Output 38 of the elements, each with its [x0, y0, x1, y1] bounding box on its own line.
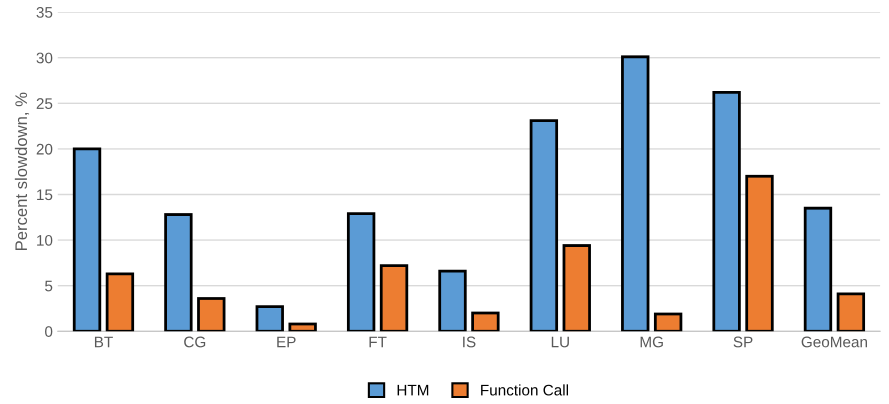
bar — [621, 55, 650, 332]
x-tick-label: CG — [184, 336, 206, 348]
x-tick-label: LU — [552, 336, 569, 348]
bar — [745, 174, 774, 332]
x-tick-label: SP — [734, 336, 752, 348]
bar — [380, 264, 408, 332]
bar — [256, 305, 284, 332]
y-tick-label: 0 — [45, 326, 52, 337]
x-tick-label: BT — [94, 336, 113, 348]
bar — [197, 297, 226, 332]
y-tick-label: 35 — [36, 6, 52, 18]
bar — [288, 322, 317, 332]
y-tick-label: 5 — [45, 280, 52, 292]
x-tick-label: GeoMean — [802, 336, 867, 348]
bar — [164, 213, 193, 332]
bar — [471, 312, 500, 332]
y-tick-label: 30 — [36, 52, 52, 64]
y-tick-label: 25 — [36, 98, 52, 109]
legend-label: Function Call — [481, 384, 568, 396]
x-tick-label: MG — [640, 336, 663, 348]
bar — [438, 270, 467, 332]
y-tick-label: 10 — [37, 234, 52, 246]
bar — [106, 272, 134, 332]
bar — [562, 244, 591, 332]
bar — [654, 312, 682, 332]
legend-label: HTM — [398, 384, 428, 396]
bar — [836, 292, 866, 332]
x-tick-label: FT — [370, 336, 387, 348]
x-tick-label: IS — [463, 336, 476, 348]
bar — [346, 212, 376, 332]
y-axis-title: Percent slowdown, % — [14, 92, 30, 250]
bar — [72, 148, 102, 332]
x-tick-label: EP — [277, 336, 296, 348]
y-tick-label: 15 — [37, 190, 52, 200]
y-tick-label: 20 — [36, 144, 52, 155]
bar — [712, 90, 741, 332]
bar — [804, 206, 832, 332]
bar — [530, 119, 558, 332]
